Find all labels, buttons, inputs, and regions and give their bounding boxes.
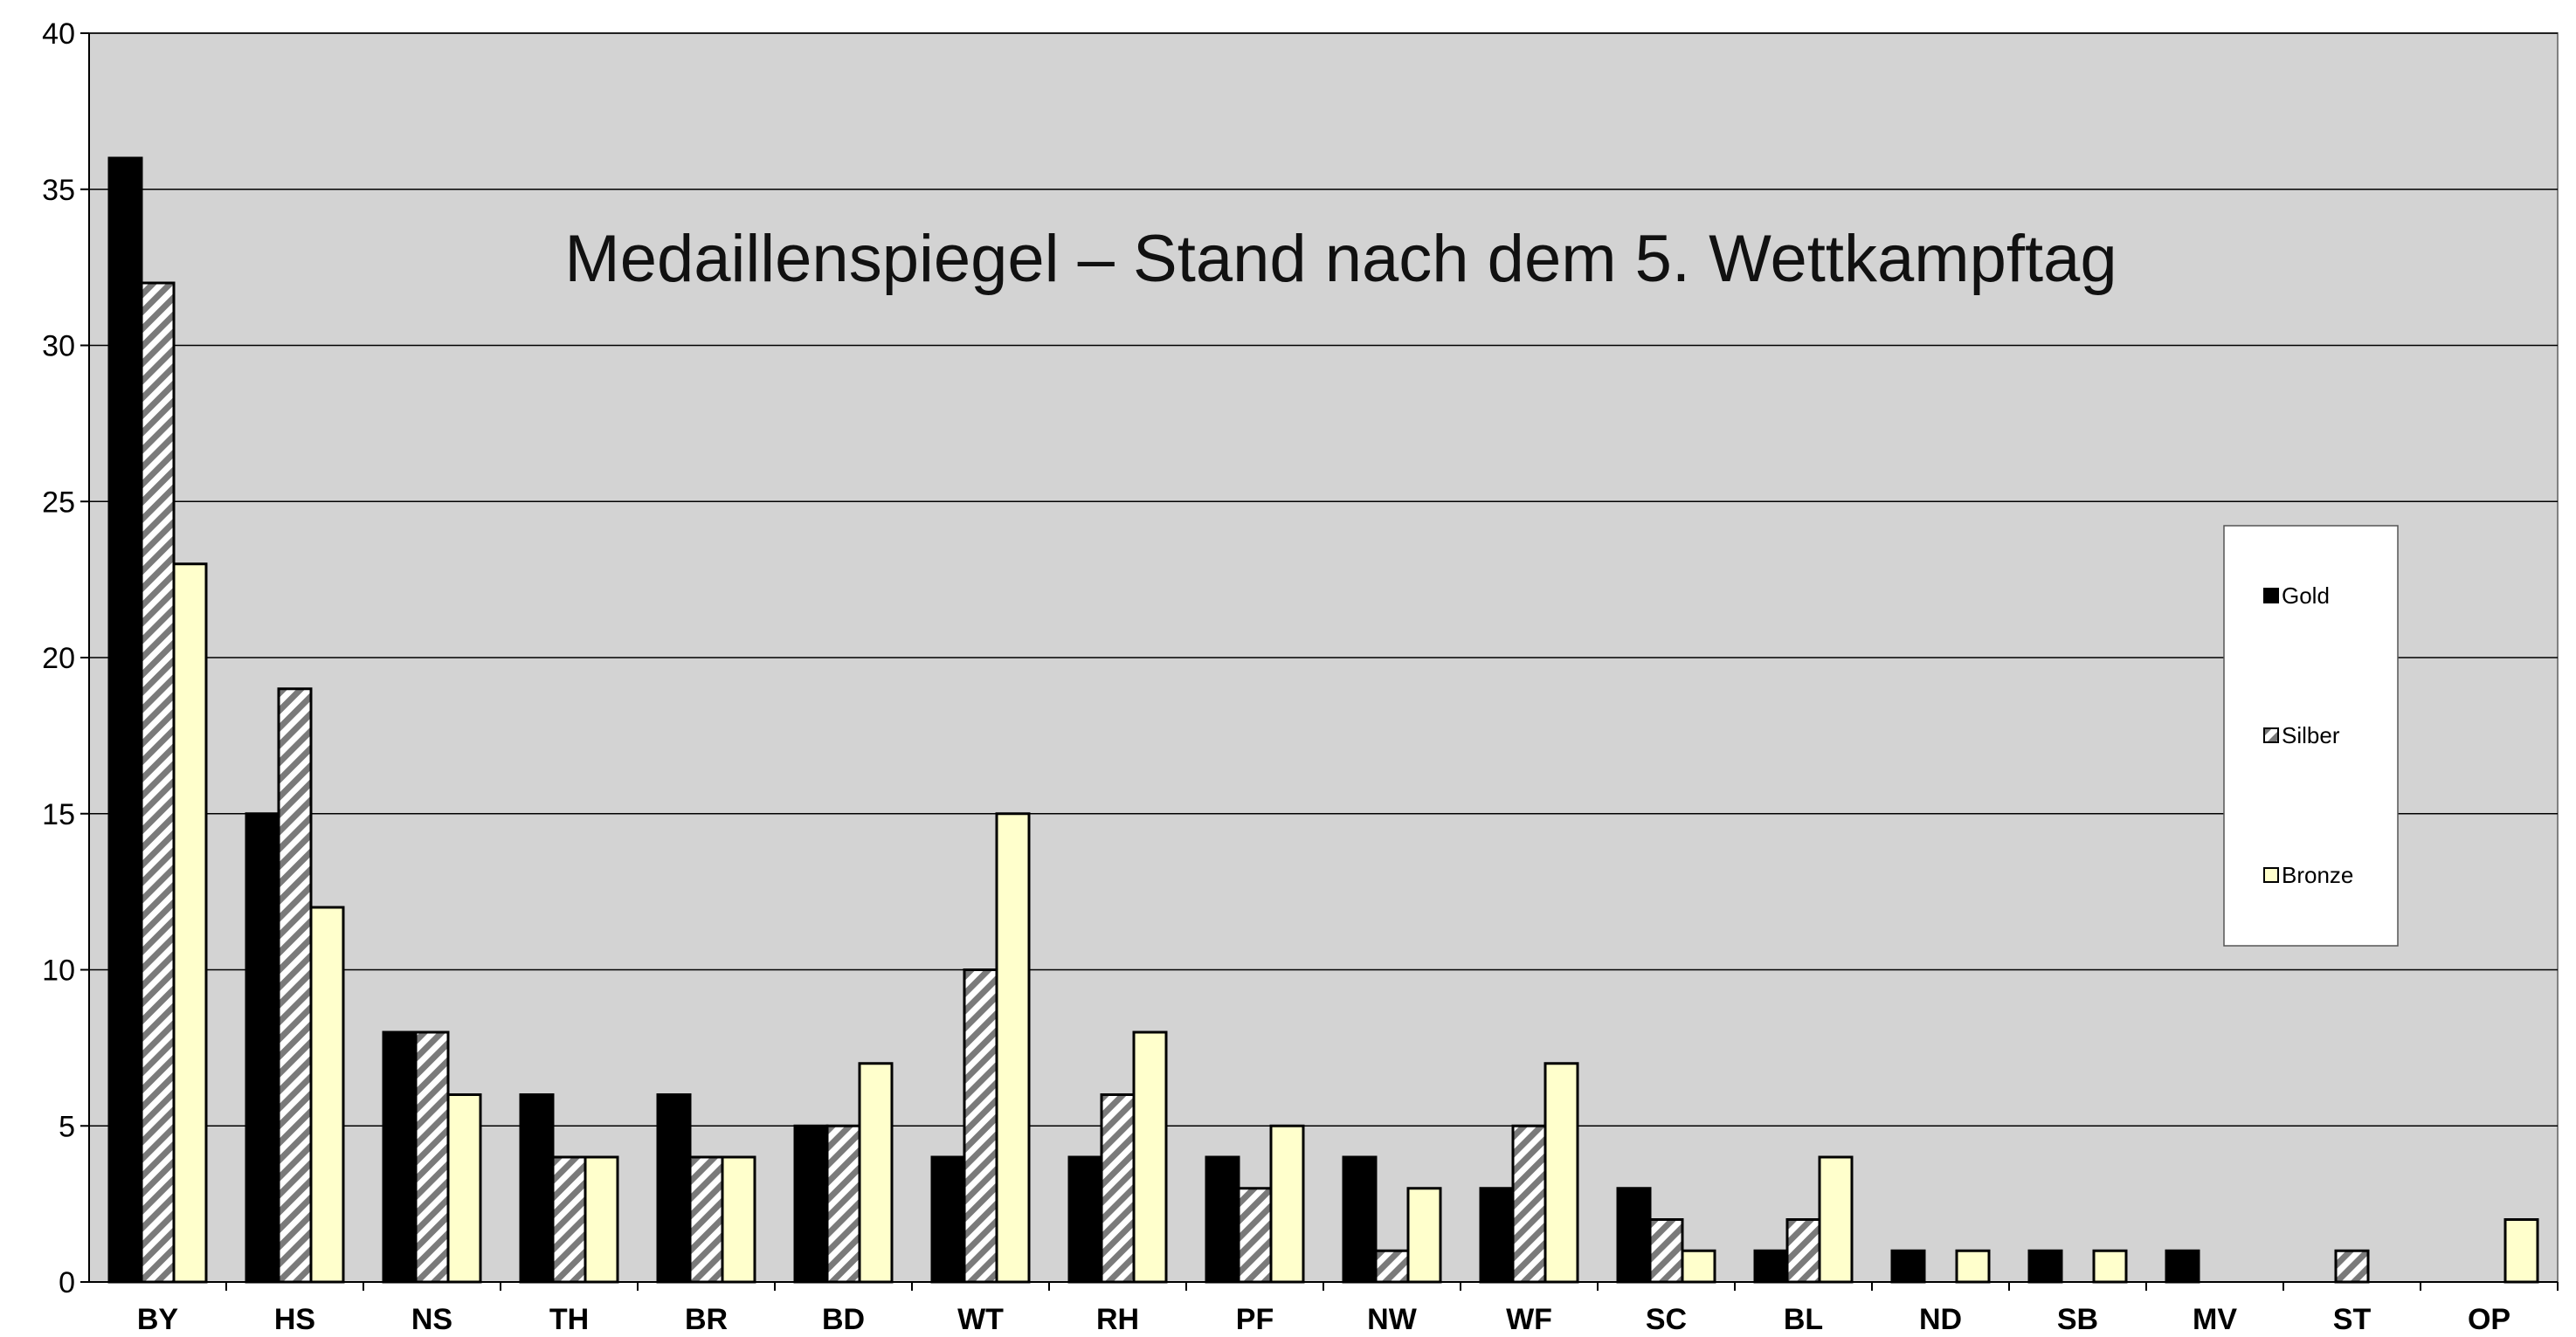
x-category-label: SC	[1646, 1303, 1687, 1336]
chart-title: Medaillenspiegel – Stand nach dem 5. Wet…	[564, 222, 2117, 296]
legend-label-gold: Gold	[2282, 582, 2330, 609]
bar-gold-th	[519, 1093, 555, 1284]
bar-gold-sc	[1616, 1187, 1652, 1284]
x-category-label: TH	[549, 1303, 589, 1336]
y-tick-label: 25	[42, 486, 75, 519]
x-category-label: WT	[957, 1303, 1004, 1336]
bar-gold-wt	[930, 1155, 966, 1284]
bar-bronze-by	[172, 562, 208, 1284]
y-tick-label: 20	[42, 642, 75, 675]
x-category-label: WF	[1506, 1303, 1552, 1336]
bar-silber-hs	[277, 687, 313, 1284]
bar-gold-bl	[1753, 1249, 1789, 1284]
y-tick-label: 0	[59, 1266, 75, 1299]
bar-bronze-br	[721, 1155, 756, 1284]
legend-swatch-silber	[2263, 727, 2279, 743]
bar-bronze-sc	[1681, 1249, 1716, 1284]
bar-gold-ns	[382, 1030, 418, 1284]
x-category-label: NW	[1367, 1303, 1418, 1336]
legend-swatch-bronze	[2263, 867, 2279, 883]
bar-silber-br	[688, 1155, 724, 1284]
bar-gold-nd	[1890, 1249, 1926, 1284]
bar-silber-ns	[414, 1030, 450, 1284]
bar-bronze-sb	[2092, 1249, 2128, 1284]
x-category-label: SB	[2057, 1303, 2098, 1336]
bar-gold-pf	[1205, 1155, 1240, 1284]
bar-bronze-wf	[1544, 1062, 1579, 1284]
bar-gold-by	[107, 156, 143, 1284]
y-tick-label: 5	[59, 1110, 75, 1143]
bars	[107, 156, 2539, 1284]
bar-silber-by	[140, 281, 176, 1284]
bar-bronze-nw	[1406, 1187, 1442, 1284]
x-category-label: HS	[274, 1303, 315, 1336]
bar-silber-wt	[963, 968, 998, 1284]
x-category-label: RH	[1096, 1303, 1139, 1336]
bar-silber-bd	[825, 1124, 861, 1284]
x-category-label: NS	[411, 1303, 452, 1336]
bar-silber-th	[551, 1155, 587, 1284]
bar-bronze-bl	[1818, 1155, 1854, 1284]
x-category-label: BL	[1784, 1303, 1823, 1336]
bar-bronze-rh	[1132, 1030, 1168, 1284]
x-category-label: BR	[685, 1303, 728, 1336]
bar-silber-wf	[1511, 1124, 1547, 1284]
bar-gold-br	[656, 1093, 692, 1284]
legend-swatch-gold	[2263, 588, 2279, 603]
x-category-label: BY	[137, 1303, 179, 1336]
bar-bronze-pf	[1269, 1124, 1305, 1284]
bar-bronze-hs	[309, 906, 345, 1284]
y-tick-label: 40	[42, 17, 75, 51]
bar-bronze-wt	[995, 812, 1031, 1284]
legend-label-bronze: Bronze	[2282, 862, 2353, 888]
y-tick-label: 15	[42, 798, 75, 831]
x-category-label: ST	[2333, 1303, 2372, 1336]
bar-silber-nw	[1374, 1249, 1410, 1284]
bar-bronze-th	[584, 1155, 619, 1284]
y-tick-label: 35	[42, 174, 75, 207]
bar-bronze-op	[2503, 1218, 2539, 1284]
bar-bronze-nd	[1955, 1249, 1991, 1284]
y-tick-label: 10	[42, 955, 75, 988]
legend-label-silber: Silber	[2282, 722, 2340, 748]
bar-gold-bd	[793, 1124, 829, 1284]
bar-gold-rh	[1067, 1155, 1103, 1284]
bar-bronze-ns	[446, 1093, 482, 1284]
x-category-label: OP	[2468, 1303, 2510, 1336]
x-category-label: PF	[1236, 1303, 1274, 1336]
bar-silber-pf	[1237, 1187, 1273, 1284]
bar-gold-wf	[1479, 1187, 1515, 1284]
bar-bronze-bd	[858, 1062, 894, 1284]
x-category-label: ND	[1919, 1303, 1962, 1336]
x-category-label: MV	[2193, 1303, 2237, 1336]
bar-silber-sc	[1648, 1218, 1684, 1284]
bar-silber-st	[2334, 1249, 2370, 1284]
y-tick-label: 30	[42, 330, 75, 363]
bar-gold-sb	[2027, 1249, 2063, 1284]
bar-silber-bl	[1785, 1218, 1821, 1284]
x-axis-categories: BY HS NS TH BR BD WT RH PF NW WF SC BL ND SB MV ST OP	[137, 1282, 2559, 1336]
x-category-label: BD	[822, 1303, 865, 1336]
bar-gold-hs	[245, 812, 280, 1284]
bar-silber-rh	[1100, 1093, 1136, 1284]
bar-gold-mv	[2165, 1249, 2200, 1284]
bar-gold-nw	[1342, 1155, 1378, 1284]
legend: Gold Silber Bronze	[2223, 525, 2399, 947]
legend-box	[2223, 525, 2399, 947]
